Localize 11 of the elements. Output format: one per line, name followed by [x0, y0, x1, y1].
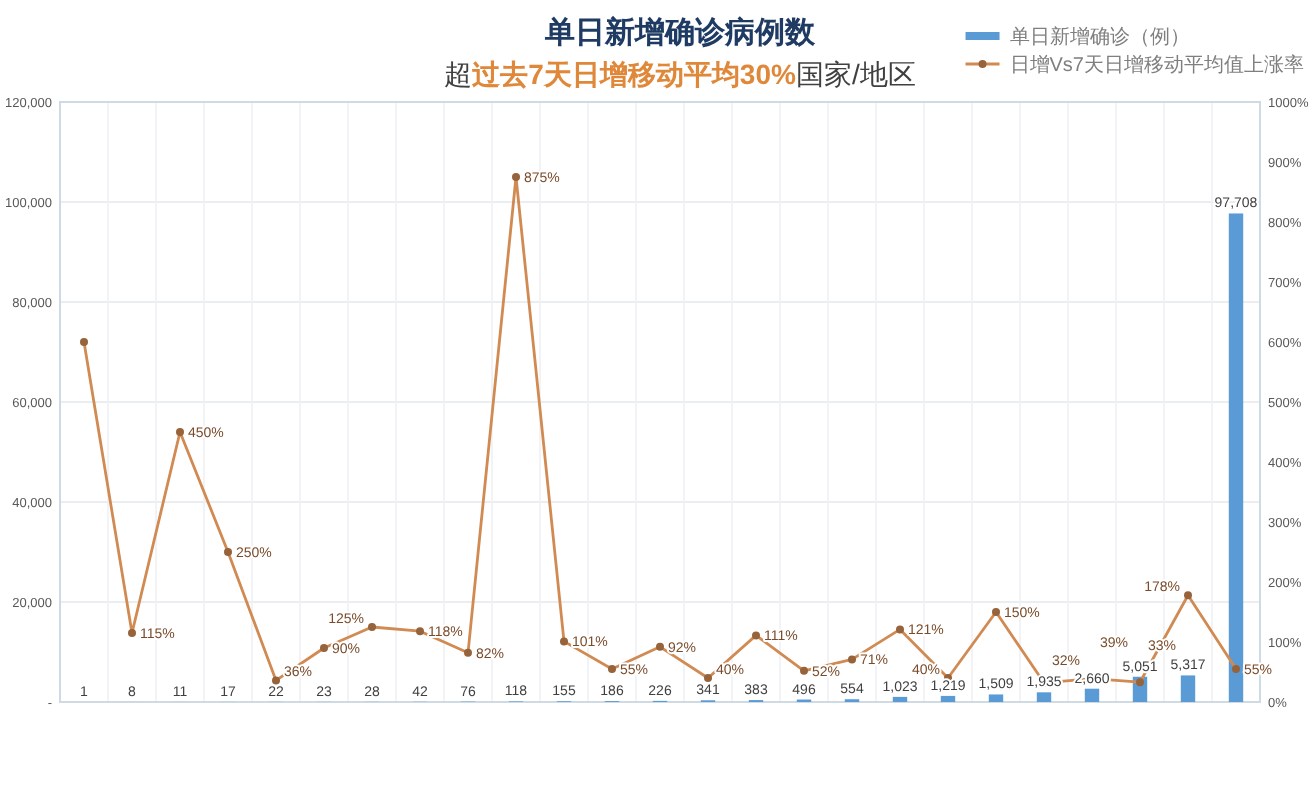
bar: [1084, 688, 1100, 702]
chart-subtitle: 超过去7天日增移动平均30%国家/地区: [444, 58, 916, 90]
bar: [988, 694, 1004, 702]
bar: [1036, 692, 1052, 702]
bar: [940, 695, 956, 702]
legend-label: 日增Vs7天日增移动平均值上涨率: [1009, 53, 1304, 77]
bar: [1180, 675, 1196, 702]
legend-label: 单日新增确诊（例）: [1009, 25, 1190, 49]
bar: [892, 696, 908, 702]
chart-title: 单日新增确诊病例数: [543, 14, 817, 50]
bar: [1228, 213, 1244, 702]
